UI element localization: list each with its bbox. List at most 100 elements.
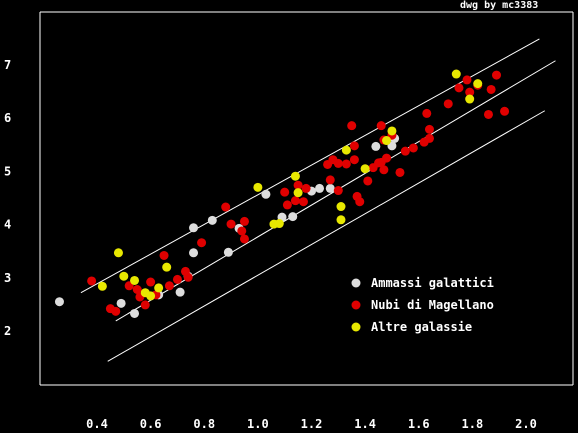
legend-marker-nubi-di-magellano (351, 300, 361, 310)
data-point-nubi-di-magellano (132, 285, 142, 295)
data-point-altre-galassie (382, 136, 392, 146)
data-point-nubi-di-magellano (349, 141, 359, 151)
data-point-altre-galassie (465, 94, 475, 104)
data-point-nubi-di-magellano (140, 300, 150, 310)
data-point-altre-galassie (336, 215, 346, 225)
data-point-altre-galassie (387, 126, 397, 136)
data-point-nubi-di-magellano (363, 176, 373, 186)
reference-line-3 (107, 110, 546, 362)
data-point-altre-galassie (293, 188, 303, 198)
data-point-nubi-di-magellano (349, 155, 359, 165)
x-axis-ticks: 0.4 0.6 0.8 1.0 1.2 1.4 1.6 1.8 2.0 (86, 417, 537, 431)
legend-marker-altre-galassie (351, 322, 361, 332)
data-point-ammassi-galattici (371, 141, 381, 151)
data-point-nubi-di-magellano (239, 234, 249, 244)
y-tick-label: 4 (4, 218, 11, 232)
data-point-nubi-di-magellano (462, 75, 472, 85)
data-point-nubi-di-magellano (301, 183, 311, 193)
data-point-nubi-di-magellano (164, 281, 174, 291)
data-point-nubi-di-magellano (159, 250, 169, 260)
data-point-nubi-di-magellano (376, 121, 386, 131)
data-point-ammassi-galattici (189, 248, 199, 258)
data-point-nubi-di-magellano (293, 180, 303, 190)
data-point-nubi-di-magellano (172, 274, 182, 284)
data-point-ammassi-galattici (261, 189, 271, 199)
data-point-nubi-di-magellano (282, 200, 292, 210)
data-point-altre-galassie (451, 69, 461, 79)
data-point-ammassi-galattici (207, 215, 217, 225)
data-point-altre-galassie (360, 164, 370, 174)
y-tick-label: 2 (4, 324, 11, 338)
data-point-nubi-di-magellano (422, 108, 432, 118)
data-point-ammassi-galattici (54, 297, 64, 307)
data-point-ammassi-galattici (325, 183, 335, 193)
data-point-nubi-di-magellano (492, 70, 502, 80)
data-point-ammassi-galattici (130, 308, 140, 318)
x-tick-label: 1.8 (462, 417, 484, 431)
data-point-nubi-di-magellano (280, 187, 290, 197)
data-point-nubi-di-magellano (341, 159, 351, 169)
y-axis-ticks: 2 3 4 5 6 7 (4, 58, 11, 338)
data-point-altre-galassie (113, 248, 123, 258)
data-point-altre-galassie (341, 145, 351, 155)
data-point-ammassi-galattici (175, 287, 185, 297)
x-tick-label: 1.4 (354, 417, 376, 431)
x-tick-label: 1.0 (247, 417, 269, 431)
data-point-nubi-di-magellano (355, 197, 365, 207)
data-point-ammassi-galattici (223, 247, 233, 257)
x-tick-label: 0.8 (193, 417, 215, 431)
data-point-ammassi-galattici (288, 212, 298, 222)
y-tick-label: 3 (4, 271, 11, 285)
data-point-nubi-di-magellano (486, 84, 496, 94)
data-point-altre-galassie (253, 182, 263, 192)
x-tick-label: 1.6 (408, 417, 430, 431)
plot-frame (39, 11, 574, 386)
data-point-nubi-di-magellano (333, 186, 343, 196)
data-point-nubi-di-magellano (379, 165, 389, 175)
data-point-altre-galassie (274, 219, 284, 229)
data-point-nubi-di-magellano (111, 306, 121, 316)
legend-label-altre-galassie: Altre galassie (371, 320, 472, 334)
x-tick-label: 0.6 (140, 417, 162, 431)
data-point-altre-galassie (162, 262, 172, 272)
y-tick-label: 6 (4, 111, 11, 125)
data-point-nubi-di-magellano (454, 83, 464, 93)
legend-label-ammassi-galattici: Ammassi galattici (371, 276, 494, 290)
data-point-nubi-di-magellano (424, 133, 434, 143)
legend-label-nubi-di-magellano: Nubi di Magellano (371, 298, 494, 312)
data-point-nubi-di-magellano (408, 143, 418, 153)
data-point-altre-galassie (290, 171, 300, 181)
data-point-nubi-di-magellano (382, 153, 392, 163)
x-tick-label: 0.4 (86, 417, 108, 431)
data-point-nubi-di-magellano (226, 219, 236, 229)
data-point-altre-galassie (130, 275, 140, 285)
data-point-nubi-di-magellano (500, 106, 510, 116)
data-point-nubi-di-magellano (197, 238, 207, 248)
data-point-altre-galassie (154, 283, 164, 293)
data-point-altre-galassie (119, 271, 129, 281)
data-point-nubi-di-magellano (87, 276, 97, 286)
data-point-ammassi-galattici (315, 183, 325, 193)
data-point-nubi-di-magellano (237, 226, 247, 236)
data-point-nubi-di-magellano (400, 146, 410, 156)
credit-text: dwg by mc3383 (460, 0, 538, 11)
y-tick-label: 7 (4, 58, 11, 72)
data-point-nubi-di-magellano (239, 216, 249, 226)
data-point-nubi-di-magellano (146, 277, 156, 287)
data-point-ammassi-galattici (189, 223, 199, 233)
data-point-nubi-di-magellano (395, 167, 405, 177)
y-tick-label: 5 (4, 164, 11, 178)
data-point-nubi-di-magellano (424, 124, 434, 134)
data-point-nubi-di-magellano (347, 121, 357, 131)
data-point-altre-galassie (336, 202, 346, 212)
data-point-nubi-di-magellano (298, 197, 308, 207)
x-tick-label: 1.2 (301, 417, 323, 431)
data-point-altre-galassie (146, 291, 156, 301)
data-point-ammassi-galattici (116, 298, 126, 308)
data-point-nubi-di-magellano (183, 272, 193, 282)
legend-marker-ammassi-galattici (351, 278, 361, 288)
data-point-nubi-di-magellano (483, 109, 493, 119)
data-point-nubi-di-magellano (290, 196, 300, 206)
data-point-nubi-di-magellano (325, 175, 335, 185)
